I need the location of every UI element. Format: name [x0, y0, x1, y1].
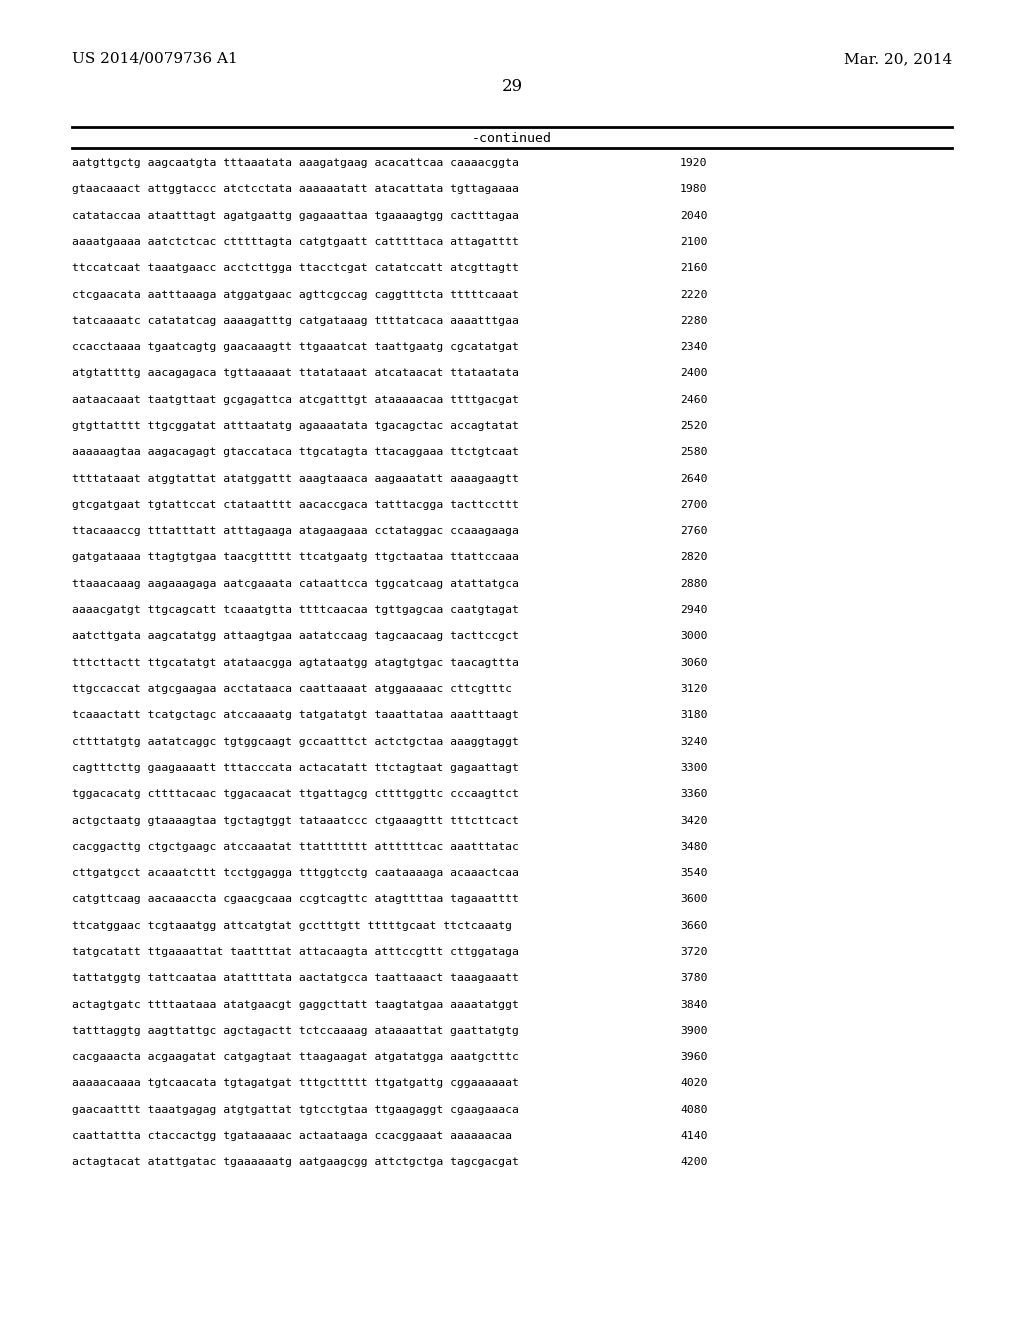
Text: tatcaaaatc catatatcag aaaagatttg catgataaag ttttatcaca aaaatttgaa: tatcaaaatc catatatcag aaaagatttg catgata…	[72, 315, 519, 326]
Text: 2820: 2820	[680, 553, 708, 562]
Text: 3480: 3480	[680, 842, 708, 851]
Text: 3660: 3660	[680, 921, 708, 931]
Text: tattatggtg tattcaataa atattttata aactatgcca taattaaact taaagaaatt: tattatggtg tattcaataa atattttata aactatg…	[72, 973, 519, 983]
Text: 3000: 3000	[680, 631, 708, 642]
Text: 2640: 2640	[680, 474, 708, 483]
Text: cttgatgcct acaaatcttt tcctggagga tttggtcctg caataaaaga acaaactcaa: cttgatgcct acaaatcttt tcctggagga tttggtc…	[72, 869, 519, 878]
Text: 1980: 1980	[680, 185, 708, 194]
Text: cttttatgtg aatatcaggc tgtggcaagt gccaatttct actctgctaa aaaggtaggt: cttttatgtg aatatcaggc tgtggcaagt gccaatt…	[72, 737, 519, 747]
Text: ttgccaccat atgcgaagaa acctataaca caattaaaat atggaaaaac cttcgtttc: ttgccaccat atgcgaagaa acctataaca caattaa…	[72, 684, 512, 694]
Text: ctcgaacata aatttaaaga atggatgaac agttcgccag caggtttcta tttttcaaat: ctcgaacata aatttaaaga atggatgaac agttcgc…	[72, 289, 519, 300]
Text: cagtttcttg gaagaaaatt tttacccata actacatatt ttctagtaat gagaattagt: cagtttcttg gaagaaaatt tttacccata actacat…	[72, 763, 519, 774]
Text: ccacctaaaa tgaatcagtg gaacaaagtt ttgaaatcat taattgaatg cgcatatgat: ccacctaaaa tgaatcagtg gaacaaagtt ttgaaat…	[72, 342, 519, 352]
Text: 3960: 3960	[680, 1052, 708, 1063]
Text: aataacaaat taatgttaat gcgagattca atcgatttgt ataaaaacaa ttttgacgat: aataacaaat taatgttaat gcgagattca atcgatt…	[72, 395, 519, 405]
Text: 1920: 1920	[680, 158, 708, 168]
Text: 2460: 2460	[680, 395, 708, 405]
Text: catataccaa ataatttagt agatgaattg gagaaattaa tgaaaagtgg cactttagaa: catataccaa ataatttagt agatgaattg gagaaat…	[72, 211, 519, 220]
Text: 3060: 3060	[680, 657, 708, 668]
Text: 2340: 2340	[680, 342, 708, 352]
Text: 4200: 4200	[680, 1158, 708, 1167]
Text: gatgataaaa ttagtgtgaa taacgttttt ttcatgaatg ttgctaataa ttattccaaa: gatgataaaa ttagtgtgaa taacgttttt ttcatga…	[72, 553, 519, 562]
Text: atgtattttg aacagagaca tgttaaaaat ttatataaat atcataacat ttataatata: atgtattttg aacagagaca tgttaaaaat ttatata…	[72, 368, 519, 379]
Text: US 2014/0079736 A1: US 2014/0079736 A1	[72, 51, 238, 66]
Text: 3900: 3900	[680, 1026, 708, 1036]
Text: 3720: 3720	[680, 946, 708, 957]
Text: 3120: 3120	[680, 684, 708, 694]
Text: 3420: 3420	[680, 816, 708, 825]
Text: 2220: 2220	[680, 289, 708, 300]
Text: actgctaatg gtaaaagtaa tgctagtggt tataaatccc ctgaaagttt tttcttcact: actgctaatg gtaaaagtaa tgctagtggt tataaat…	[72, 816, 519, 825]
Text: 4020: 4020	[680, 1078, 708, 1089]
Text: 3300: 3300	[680, 763, 708, 774]
Text: 2160: 2160	[680, 263, 708, 273]
Text: 2700: 2700	[680, 500, 708, 510]
Text: tcaaactatt tcatgctagc atccaaaatg tatgatatgt taaattataa aaatttaagt: tcaaactatt tcatgctagc atccaaaatg tatgata…	[72, 710, 519, 721]
Text: tatttaggtg aagttattgc agctagactt tctccaaaag ataaaattat gaattatgtg: tatttaggtg aagttattgc agctagactt tctccaa…	[72, 1026, 519, 1036]
Text: aaaaacaaaa tgtcaacata tgtagatgat tttgcttttt ttgatgattg cggaaaaaat: aaaaacaaaa tgtcaacata tgtagatgat tttgctt…	[72, 1078, 519, 1089]
Text: gaacaatttt taaatgagag atgtgattat tgtcctgtaa ttgaagaggt cgaagaaaca: gaacaatttt taaatgagag atgtgattat tgtcctg…	[72, 1105, 519, 1115]
Text: 3600: 3600	[680, 895, 708, 904]
Text: 3180: 3180	[680, 710, 708, 721]
Text: 29: 29	[502, 78, 522, 95]
Text: 3780: 3780	[680, 973, 708, 983]
Text: 2520: 2520	[680, 421, 708, 432]
Text: 2040: 2040	[680, 211, 708, 220]
Text: tatgcatatt ttgaaaattat taattttat attacaagta atttccgttt cttggataga: tatgcatatt ttgaaaattat taattttat attacaa…	[72, 946, 519, 957]
Text: 2580: 2580	[680, 447, 708, 457]
Text: cacgaaacta acgaagatat catgagtaat ttaagaagat atgatatgga aaatgctttc: cacgaaacta acgaagatat catgagtaat ttaagaa…	[72, 1052, 519, 1063]
Text: ttaaacaaag aagaaagaga aatcgaaata cataattcca tggcatcaag atattatgca: ttaaacaaag aagaaagaga aatcgaaata cataatt…	[72, 578, 519, 589]
Text: ttccatcaat taaatgaacc acctcttgga ttacctcgat catatccatt atcgttagtt: ttccatcaat taaatgaacc acctcttgga ttacctc…	[72, 263, 519, 273]
Text: 3360: 3360	[680, 789, 708, 799]
Text: 3540: 3540	[680, 869, 708, 878]
Text: actagtacat atattgatac tgaaaaaatg aatgaagcgg attctgctga tagcgacgat: actagtacat atattgatac tgaaaaaatg aatgaag…	[72, 1158, 519, 1167]
Text: gtgttatttt ttgcggatat atttaatatg agaaaatata tgacagctac accagtatat: gtgttatttt ttgcggatat atttaatatg agaaaat…	[72, 421, 519, 432]
Text: aaaaaagtaa aagacagagt gtaccataca ttgcatagta ttacaggaaa ttctgtcaat: aaaaaagtaa aagacagagt gtaccataca ttgcata…	[72, 447, 519, 457]
Text: gtcgatgaat tgtattccat ctataatttt aacaccgaca tatttacgga tacttccttt: gtcgatgaat tgtattccat ctataatttt aacaccg…	[72, 500, 519, 510]
Text: aaaatgaaaa aatctctcac ctttttagta catgtgaatt catttttaca attagatttt: aaaatgaaaa aatctctcac ctttttagta catgtga…	[72, 236, 519, 247]
Text: 2760: 2760	[680, 527, 708, 536]
Text: 2400: 2400	[680, 368, 708, 379]
Text: gtaacaaact attggtaccc atctcctata aaaaaatatt atacattata tgttagaaaa: gtaacaaact attggtaccc atctcctata aaaaaat…	[72, 185, 519, 194]
Text: ttcatggaac tcgtaaatgg attcatgtat gcctttgtt tttttgcaat ttctcaaatg: ttcatggaac tcgtaaatgg attcatgtat gcctttg…	[72, 921, 512, 931]
Text: aatgttgctg aagcaatgta tttaaatata aaagatgaag acacattcaa caaaacggta: aatgttgctg aagcaatgta tttaaatata aaagatg…	[72, 158, 519, 168]
Text: 2100: 2100	[680, 236, 708, 247]
Text: -continued: -continued	[472, 132, 552, 145]
Text: caattattta ctaccactgg tgataaaaac actaataaga ccacggaaat aaaaaacaa: caattattta ctaccactgg tgataaaaac actaata…	[72, 1131, 512, 1140]
Text: 3240: 3240	[680, 737, 708, 747]
Text: 2940: 2940	[680, 605, 708, 615]
Text: tggacacatg cttttacaac tggacaacat ttgattagcg cttttggttc cccaagttct: tggacacatg cttttacaac tggacaacat ttgatta…	[72, 789, 519, 799]
Text: cacggacttg ctgctgaagc atccaaatat ttattttttt attttttcac aaatttatac: cacggacttg ctgctgaagc atccaaatat ttatttt…	[72, 842, 519, 851]
Text: Mar. 20, 2014: Mar. 20, 2014	[844, 51, 952, 66]
Text: ttttataaat atggtattat atatggattt aaagtaaaca aagaaatatt aaaagaagtt: ttttataaat atggtattat atatggattt aaagtaa…	[72, 474, 519, 483]
Text: ttacaaaccg tttatttatt atttagaaga atagaagaaa cctataggac ccaaagaaga: ttacaaaccg tttatttatt atttagaaga atagaag…	[72, 527, 519, 536]
Text: 2880: 2880	[680, 578, 708, 589]
Text: catgttcaag aacaaaccta cgaacgcaaa ccgtcagttc atagttttaa tagaaatttt: catgttcaag aacaaaccta cgaacgcaaa ccgtcag…	[72, 895, 519, 904]
Text: 2280: 2280	[680, 315, 708, 326]
Text: actagtgatc ttttaataaa atatgaacgt gaggcttatt taagtatgaa aaaatatggt: actagtgatc ttttaataaa atatgaacgt gaggctt…	[72, 999, 519, 1010]
Text: aaaacgatgt ttgcagcatt tcaaatgtta ttttcaacaa tgttgagcaa caatgtagat: aaaacgatgt ttgcagcatt tcaaatgtta ttttcaa…	[72, 605, 519, 615]
Text: 3840: 3840	[680, 999, 708, 1010]
Text: 4080: 4080	[680, 1105, 708, 1115]
Text: tttcttactt ttgcatatgt atataacgga agtataatgg atagtgtgac taacagttta: tttcttactt ttgcatatgt atataacgga agtataa…	[72, 657, 519, 668]
Text: 4140: 4140	[680, 1131, 708, 1140]
Text: aatcttgata aagcatatgg attaagtgaa aatatccaag tagcaacaag tacttccgct: aatcttgata aagcatatgg attaagtgaa aatatcc…	[72, 631, 519, 642]
